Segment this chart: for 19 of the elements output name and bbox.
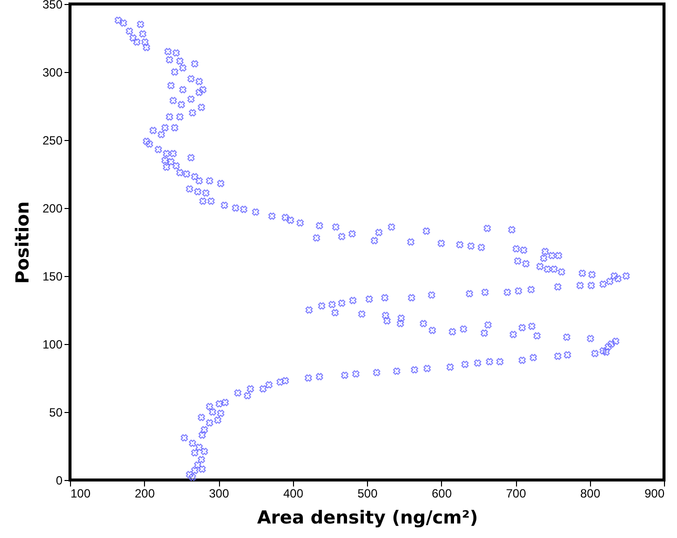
x-tick-label: 700 [506, 486, 526, 500]
y-tick-label: 50 [49, 406, 63, 420]
x-tick-label: 400 [283, 486, 304, 500]
y-tick-label: 250 [42, 134, 63, 148]
x-tick-label: 300 [208, 486, 230, 500]
x-tick-label: 900 [644, 486, 665, 500]
x-tick-label: 500 [357, 486, 378, 500]
x-tick-label: 200 [134, 486, 156, 500]
y-tick-label: 150 [42, 270, 63, 284]
y-axis-title: Position [12, 201, 34, 284]
y-tick-label: 350 [42, 0, 63, 12]
x-tick-label: 600 [432, 486, 452, 500]
y-tick-label: 200 [42, 202, 63, 216]
x-tick-label: 800 [580, 486, 601, 500]
y-tick-label: 0 [56, 474, 63, 488]
x-tick-label: 100 [70, 486, 91, 500]
x-axis-title: Area density (ng/cm²) [257, 508, 478, 528]
y-tick-label: 300 [42, 66, 63, 80]
y-tick-label: 100 [42, 338, 63, 352]
